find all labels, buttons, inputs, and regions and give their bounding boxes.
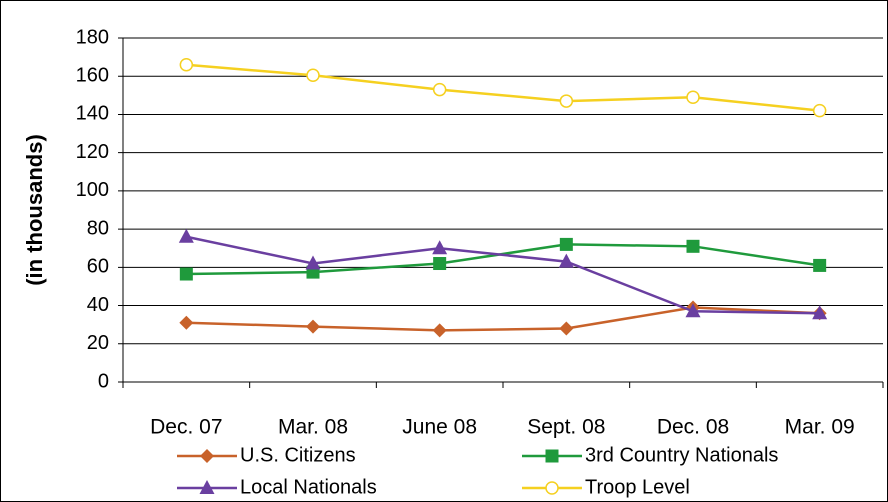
y-tick-label: 60 (87, 256, 109, 278)
marker (686, 90, 700, 104)
marker (305, 255, 321, 270)
marker (813, 258, 827, 272)
marker (179, 267, 193, 281)
y-tick-label: 120 (76, 141, 109, 163)
y-tick-label: 0 (98, 370, 109, 392)
marker (432, 82, 447, 97)
marker (432, 240, 448, 255)
series-line (186, 306, 820, 332)
marker (306, 319, 320, 334)
marker (306, 68, 320, 83)
y-tick-label: 160 (76, 65, 109, 87)
marker (432, 323, 447, 338)
y-axis-label: (in thousands) (22, 134, 47, 286)
marker (812, 305, 828, 320)
legend-marker (200, 449, 214, 463)
y-tick-label: 140 (76, 103, 109, 125)
legend-marker (545, 449, 559, 463)
marker (433, 257, 447, 271)
y-tick-label: 100 (76, 179, 109, 201)
marker (178, 228, 194, 243)
series-line (186, 63, 820, 112)
marker (686, 239, 700, 253)
marker (559, 237, 573, 251)
y-tick-label: 40 (87, 294, 109, 316)
x-tick-label: June 08 (402, 416, 477, 439)
legend-label: U.S. Citizens (240, 444, 356, 466)
y-tick-label: 80 (87, 217, 109, 239)
marker (685, 303, 701, 318)
x-tick-label: Sept. 08 (527, 416, 605, 439)
legend-label: Troop Level (585, 476, 690, 498)
series-line (186, 235, 820, 315)
y-tick-label: 20 (87, 332, 109, 354)
marker (179, 58, 194, 72)
x-tick-label: Mar. 08 (278, 416, 348, 439)
y-tick-label: 180 (76, 26, 109, 48)
x-tick-label: Dec. 07 (150, 416, 222, 439)
marker (559, 94, 574, 108)
legend-marker (545, 481, 559, 495)
marker (559, 321, 574, 336)
x-tick-label: Dec. 08 (657, 416, 729, 439)
marker (812, 103, 827, 118)
x-tick-label: Mar. 09 (785, 416, 855, 439)
legend-marker (199, 480, 215, 494)
marker (558, 253, 574, 268)
legend-label: Local Nationals (240, 476, 377, 498)
legend-label: 3rd Country Nationals (585, 444, 778, 466)
marker (179, 315, 194, 330)
